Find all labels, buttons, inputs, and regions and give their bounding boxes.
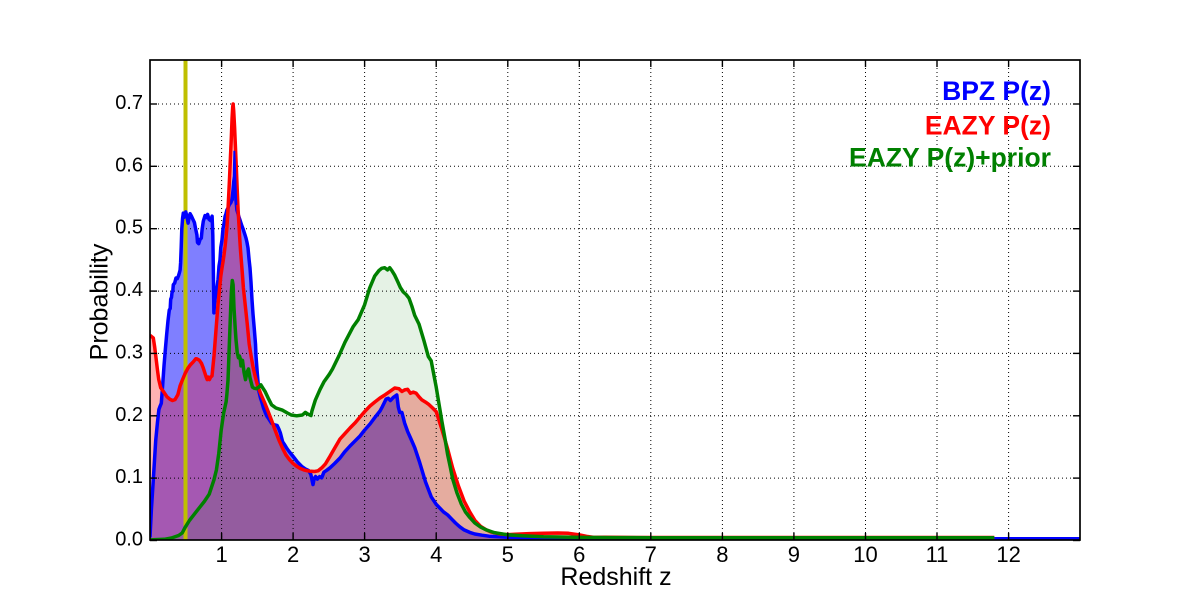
svg-text:0.6: 0.6 bbox=[115, 154, 143, 176]
svg-text:0.7: 0.7 bbox=[115, 92, 143, 114]
svg-text:1: 1 bbox=[215, 542, 227, 567]
svg-text:9: 9 bbox=[788, 542, 800, 567]
svg-text:EAZY P(z)+prior: EAZY P(z)+prior bbox=[849, 143, 1051, 173]
svg-text:2: 2 bbox=[287, 542, 299, 567]
svg-text:0.1: 0.1 bbox=[115, 466, 143, 488]
svg-text:0.0: 0.0 bbox=[115, 529, 143, 551]
svg-text:EAZY P(z): EAZY P(z) bbox=[925, 111, 1051, 141]
svg-text:12: 12 bbox=[996, 542, 1020, 567]
svg-text:7: 7 bbox=[645, 542, 657, 567]
svg-text:0.5: 0.5 bbox=[115, 217, 143, 239]
svg-text:5: 5 bbox=[502, 542, 514, 567]
svg-text:10: 10 bbox=[853, 542, 877, 567]
svg-text:11: 11 bbox=[926, 542, 949, 567]
svg-text:BPZ P(z): BPZ P(z) bbox=[942, 76, 1051, 106]
svg-text:6: 6 bbox=[573, 542, 585, 567]
svg-text:Probability: Probability bbox=[86, 243, 114, 360]
svg-text:0.3: 0.3 bbox=[115, 341, 143, 363]
svg-text:3: 3 bbox=[358, 542, 370, 567]
svg-text:0.4: 0.4 bbox=[115, 279, 143, 301]
svg-text:4: 4 bbox=[430, 542, 442, 567]
svg-text:Redshift z: Redshift z bbox=[560, 563, 671, 591]
svg-text:0.2: 0.2 bbox=[115, 404, 143, 426]
svg-text:8: 8 bbox=[716, 542, 728, 567]
